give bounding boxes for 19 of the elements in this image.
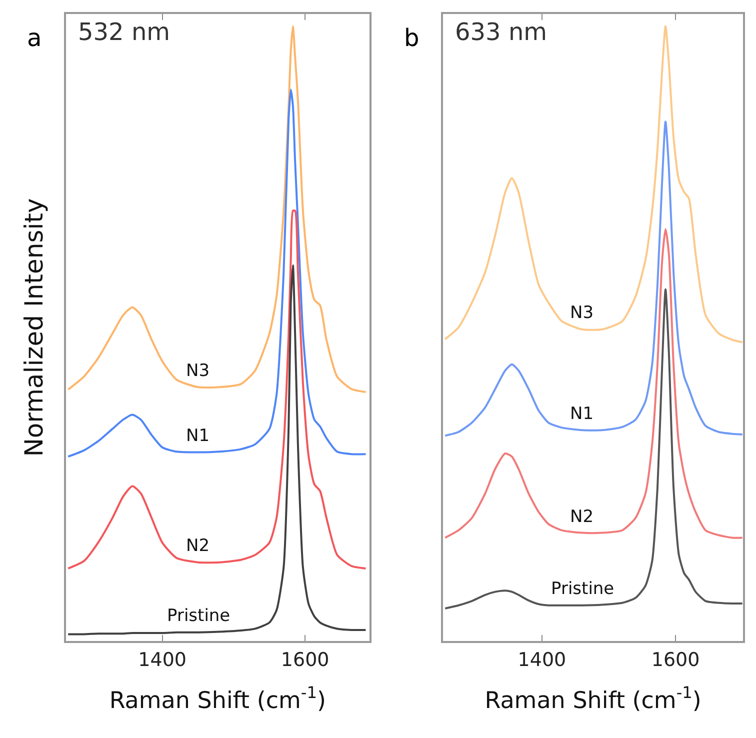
x-tick-label: 1600	[651, 648, 700, 671]
chart-title: a	[27, 24, 42, 52]
series-label: N1	[186, 426, 210, 446]
series-label: Pristine	[551, 579, 614, 599]
series-label: N2	[570, 507, 594, 527]
series-label: N1	[570, 404, 594, 424]
series-label: N3	[570, 303, 594, 323]
series-label: N3	[186, 361, 210, 381]
chart-title: b	[404, 24, 420, 52]
y-axis-title: Normalized Intensity	[19, 198, 48, 457]
x-tick-label: 1400	[138, 648, 187, 671]
annotation: 532 nm	[78, 18, 170, 46]
annotation: 633 nm	[455, 18, 548, 46]
series-label: Pristine	[167, 606, 230, 626]
x-tick-label: 1600	[280, 648, 330, 671]
x-axis-title: Raman Shift (cm$^{-1}$)	[109, 683, 326, 714]
series-label: N2	[186, 536, 210, 556]
x-axis-title: Raman Shift (cm$^{-1}$)	[484, 683, 702, 714]
x-tick-label: 1400	[518, 648, 566, 671]
